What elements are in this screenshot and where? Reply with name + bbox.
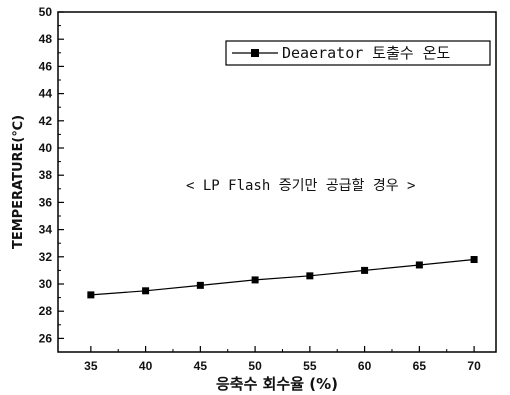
x-tick-label: 50 [248,359,262,373]
data-point-marker [306,272,314,280]
annotation-text: < LP Flash 증기만 공급할 경우 > [186,178,415,194]
legend-label: Deaerator 토출수 온도 [282,44,451,62]
x-tick-label: 40 [139,359,153,373]
x-tick-label: 45 [194,359,208,373]
data-point-marker [470,256,478,264]
y-tick-label: 40 [39,141,53,155]
y-tick-label: 28 [39,304,53,318]
data-point-marker [142,287,150,295]
series-deaerator [87,256,478,299]
data-point-marker [87,291,95,299]
plot-area [57,11,497,353]
legend-marker [251,49,259,57]
y-tick-label: 26 [39,331,53,345]
y-tick-label: 50 [39,5,53,19]
x-tick-label: 60 [358,359,372,373]
data-point-marker [361,266,369,274]
y-tick-label: 34 [39,223,53,237]
y-axis-title: TEMPERATURE(℃) [11,115,26,249]
data-point-marker [196,281,204,289]
x-tick-label: 65 [413,359,427,373]
y-tick-label: 36 [39,195,53,209]
legend: Deaerator 토출수 온도 [225,40,491,66]
y-tick-label: 30 [39,277,53,291]
y-axis: 26 28 30 32 34 36 38 40 42 44 46 48 50 [39,5,64,345]
y-tick-label: 32 [39,250,53,264]
x-axis-title: 응축수 회수율 (%) [216,375,338,393]
y-tick-label: 48 [39,32,53,46]
y-tick-label: 44 [39,87,53,101]
series-line [90,258,475,296]
x-tick-label: 55 [303,359,317,373]
data-point-marker [251,276,259,284]
y-tick-label: 42 [39,114,53,128]
y-tick-label: 46 [39,59,53,73]
x-tick-label: 35 [84,359,98,373]
data-point-marker [415,261,423,269]
x-axis: 35 40 45 50 55 60 65 70 [84,346,481,373]
x-tick-label: 70 [467,359,481,373]
y-tick-label: 38 [39,168,53,182]
